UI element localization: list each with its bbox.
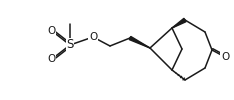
Text: O: O [47, 54, 55, 64]
Text: O: O [89, 32, 97, 42]
Text: O: O [221, 52, 229, 62]
Text: O: O [47, 26, 55, 36]
Polygon shape [129, 36, 150, 48]
Text: S: S [66, 38, 74, 52]
Polygon shape [172, 18, 186, 28]
